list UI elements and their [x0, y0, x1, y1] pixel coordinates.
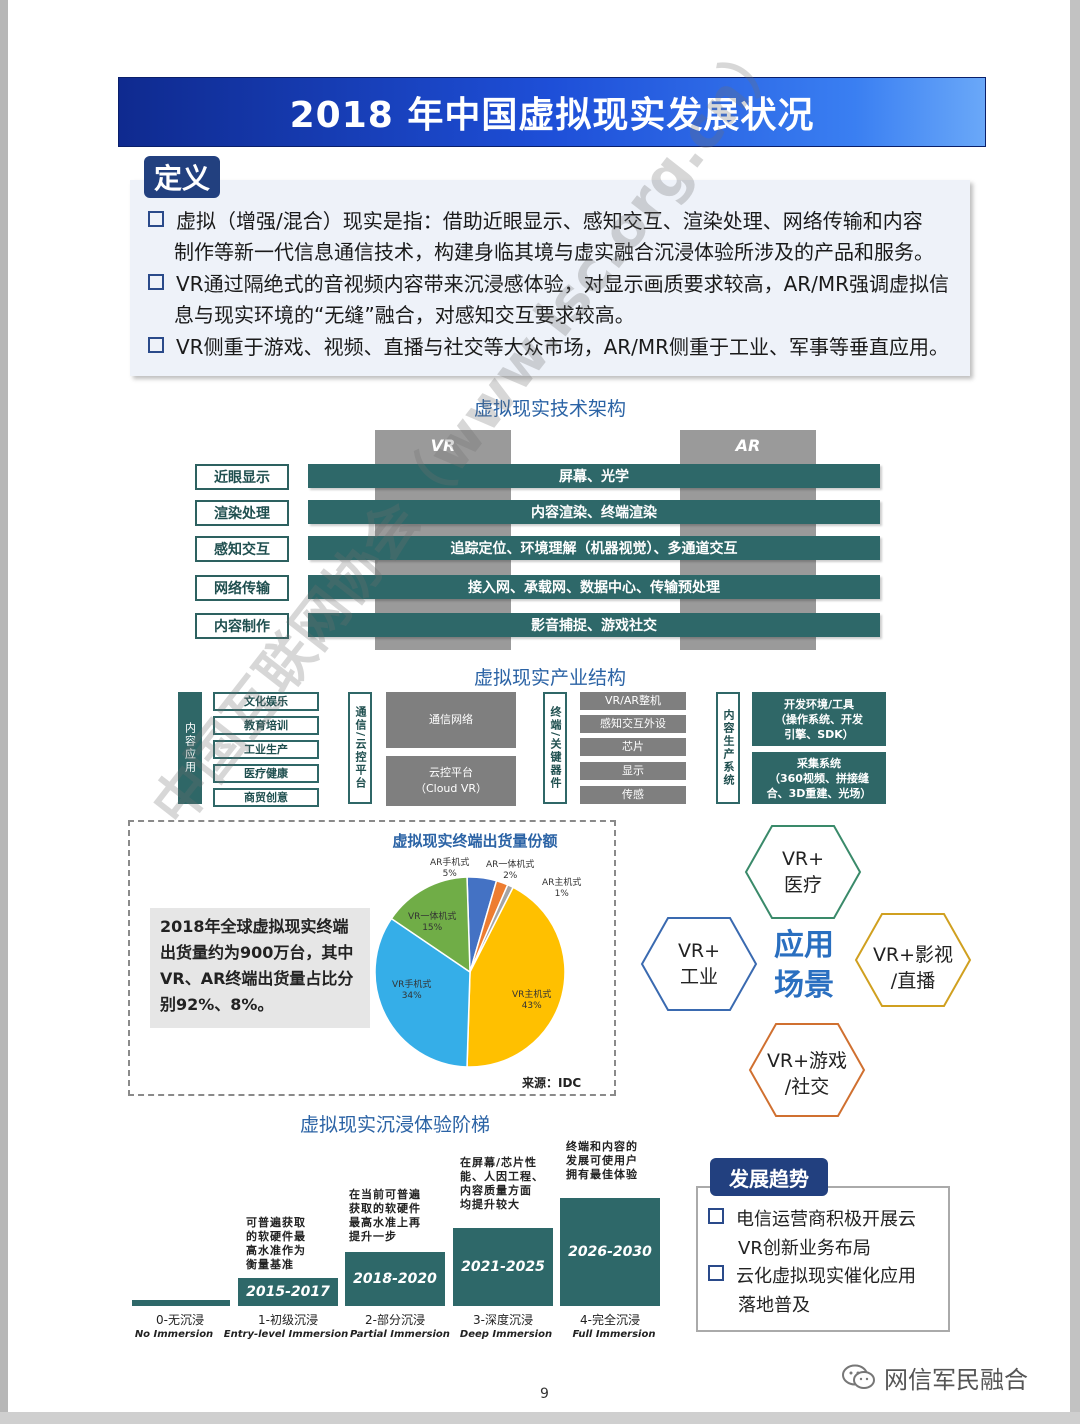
terminal-label: 终端/关键器件	[543, 692, 567, 804]
ladder-label-cn: 4-完全沉浸	[580, 1313, 640, 1327]
tech-row-bar: 追踪定位、环境理解（机器视觉）、多通道交互	[308, 536, 880, 560]
definition-item-2: VR通过隔绝式的音视频内容带来沉浸感体验，对显示画质要求较高，AR/MR强调虚拟…	[148, 269, 960, 331]
ladder-note-4: 终端和内容的 发展可使用户 拥有最佳体验	[566, 1140, 638, 1181]
trend-tag: 发展趋势	[710, 1158, 828, 1196]
content-app-label: 内容应用	[178, 692, 202, 804]
comm-platform-label: 通信/云控平台	[348, 692, 372, 804]
pie-label-ar-phone: AR手机式 5%	[430, 858, 470, 879]
square-bullet-icon	[148, 274, 164, 290]
square-bullet-icon	[148, 337, 164, 353]
scene-game-social: VR+游戏 /社交	[766, 1050, 848, 1098]
square-bullet-icon	[708, 1208, 724, 1224]
hexagon-film	[854, 913, 972, 1007]
content-app-item: 工业生产	[213, 740, 319, 759]
ladder-label-cn: 0-无沉浸	[156, 1313, 204, 1327]
tech-row-label: 渲染处理	[195, 500, 289, 526]
tech-row-bar: 影音捕捉、游戏社交	[308, 613, 880, 637]
pie-chart	[374, 876, 566, 1068]
content-app-item: 医疗健康	[213, 764, 319, 783]
content-production-label: 内容生产系统	[716, 692, 740, 804]
content-app-item: 教育培训	[213, 716, 319, 735]
ladder-label-en: Partial Immersion	[350, 1329, 450, 1340]
tech-row-label: 近眼显示	[195, 464, 289, 490]
tech-row-label: 网络传输	[195, 575, 289, 601]
definition-box	[130, 180, 970, 376]
pie-chart-title: 虚拟现实终端出货量份额	[392, 832, 558, 850]
square-bullet-icon	[148, 211, 164, 227]
pie-slice-5	[390, 876, 471, 974]
pie-label-vr-allinone: VR一体机式 15%	[408, 912, 457, 933]
comm-network-box: 通信网络	[386, 692, 516, 748]
page-frame-left	[0, 0, 8, 1424]
scene-industry: VR+ 工业	[677, 940, 721, 988]
definition-item-1: 虚拟（增强/混合）现实是指：借助近眼显示、感知交互、渲染处理、网络传输和内容 制…	[148, 206, 960, 268]
terminal-item: 传感	[580, 786, 686, 804]
wechat-icon	[842, 1364, 875, 1389]
pie-label-vr-host: VR主机式 43%	[512, 990, 552, 1011]
pie-slice-3	[466, 886, 566, 1068]
pie-label-ar-host: AR主机式 1%	[542, 878, 582, 899]
scene-medical: VR+ 医疗	[781, 848, 825, 896]
ladder-label-en: Entry-level Immersion	[223, 1329, 349, 1340]
tech-row-label: 内容制作	[195, 613, 289, 639]
app-scenes-title: 应用 场景	[774, 928, 834, 1003]
ladder-note-2: 在当前可普遍 获取的软硬件 最高水准上再 提升一步	[349, 1188, 421, 1243]
ladder-label-en: Full Immersion	[572, 1329, 656, 1340]
terminal-item: 感知交互外设	[580, 715, 686, 733]
content-app-item: 商贸创意	[213, 788, 319, 807]
brand-name: 网信军民融合	[884, 1366, 1028, 1394]
hexagon-medical	[744, 825, 862, 919]
trend-item-2: 云化虚拟现实催化应用 落地普及	[708, 1262, 944, 1320]
scene-film-live: VR+影视 /直播	[872, 944, 954, 992]
cloud-platform-box: 云控平台 （Cloud VR）	[386, 756, 516, 806]
definition-item-3: VR侧重于游戏、视频、直播与社交等大众市场，AR/MR侧重于工业、军事等垂直应用…	[148, 332, 960, 363]
shipment-callout: 2018年全球虚拟现实终端出货量约为900万台，其中VR、AR终端出货量占比分别…	[150, 908, 370, 1028]
ladder-label-cn: 3-深度沉浸	[473, 1313, 533, 1327]
page-title: 2018 年中国虚拟现实发展状况	[289, 95, 815, 136]
ladder-note-1: 可普遍获取 的软硬件最 高水准作为 衡量基准	[246, 1216, 306, 1271]
ladder-step-4: 2026-2030	[560, 1198, 660, 1306]
ladder-step-3: 2021-2025	[453, 1228, 553, 1306]
terminal-item: VR/AR整机	[580, 692, 686, 710]
trend-box	[696, 1186, 950, 1332]
trend-item-1: 电信运营商积极开展云 VR创新业务布局	[708, 1205, 944, 1263]
hexagon-game	[748, 1023, 866, 1117]
square-bullet-icon	[708, 1265, 724, 1281]
title-banner: 2018 年中国虚拟现实发展状况	[118, 77, 986, 147]
pie-chart-panel	[128, 820, 616, 1096]
dev-env-box: 开发环境/工具 （操作系统、开发 引擎、SDK）	[752, 692, 886, 746]
hexagon-industry	[640, 917, 758, 1011]
pie-source: 来源：IDC	[522, 1076, 582, 1090]
ladder-label-en: Deep Immersion	[459, 1329, 553, 1340]
ladder-step-2: 2018-2020	[345, 1252, 445, 1306]
content-app-item: 文化娱乐	[213, 692, 319, 711]
terminal-item: 显示	[580, 762, 686, 780]
ladder-step-1: 2015-2017	[238, 1278, 338, 1306]
terminal-item: 芯片	[580, 738, 686, 756]
tech-row-bar: 屏幕、光学	[308, 464, 880, 488]
ladder-label-en: No Immersion	[134, 1329, 214, 1340]
ladder-label-cn: 2-部分沉浸	[365, 1313, 425, 1327]
pie-slice-4	[374, 917, 471, 1068]
industry-title: 虚拟现实产业结构	[473, 667, 626, 689]
ladder-step-0	[132, 1300, 230, 1306]
ladder-label-cn: 1-初级沉浸	[258, 1313, 318, 1327]
pie-label-ar-allinone: AR一体机式 2%	[486, 860, 535, 881]
ladder-note-3: 在屏幕/芯片性 能、人因工程、 内容质量方面 均提升较大	[460, 1156, 544, 1211]
page-frame-bottom	[0, 1412, 1080, 1424]
tech-row-bar: 接入网、承载网、数据中心、传输预处理	[308, 575, 880, 599]
tech-arch-title: 虚拟现实技术架构	[473, 398, 626, 420]
definition-tag: 定义	[144, 156, 220, 198]
ladder-title: 虚拟现实沉浸体验阶梯	[299, 1114, 490, 1136]
tech-row-bar: 内容渲染、终端渲染	[308, 500, 880, 524]
tech-row-label: 感知交互	[195, 536, 289, 562]
page-number: 9	[540, 1386, 549, 1402]
pie-label-vr-phone: VR手机式 34%	[392, 980, 432, 1001]
capture-system-box: 采集系统 （360视频、拼接缝 合、3D重建、光场）	[752, 752, 886, 804]
page-frame-right	[1070, 0, 1080, 1424]
